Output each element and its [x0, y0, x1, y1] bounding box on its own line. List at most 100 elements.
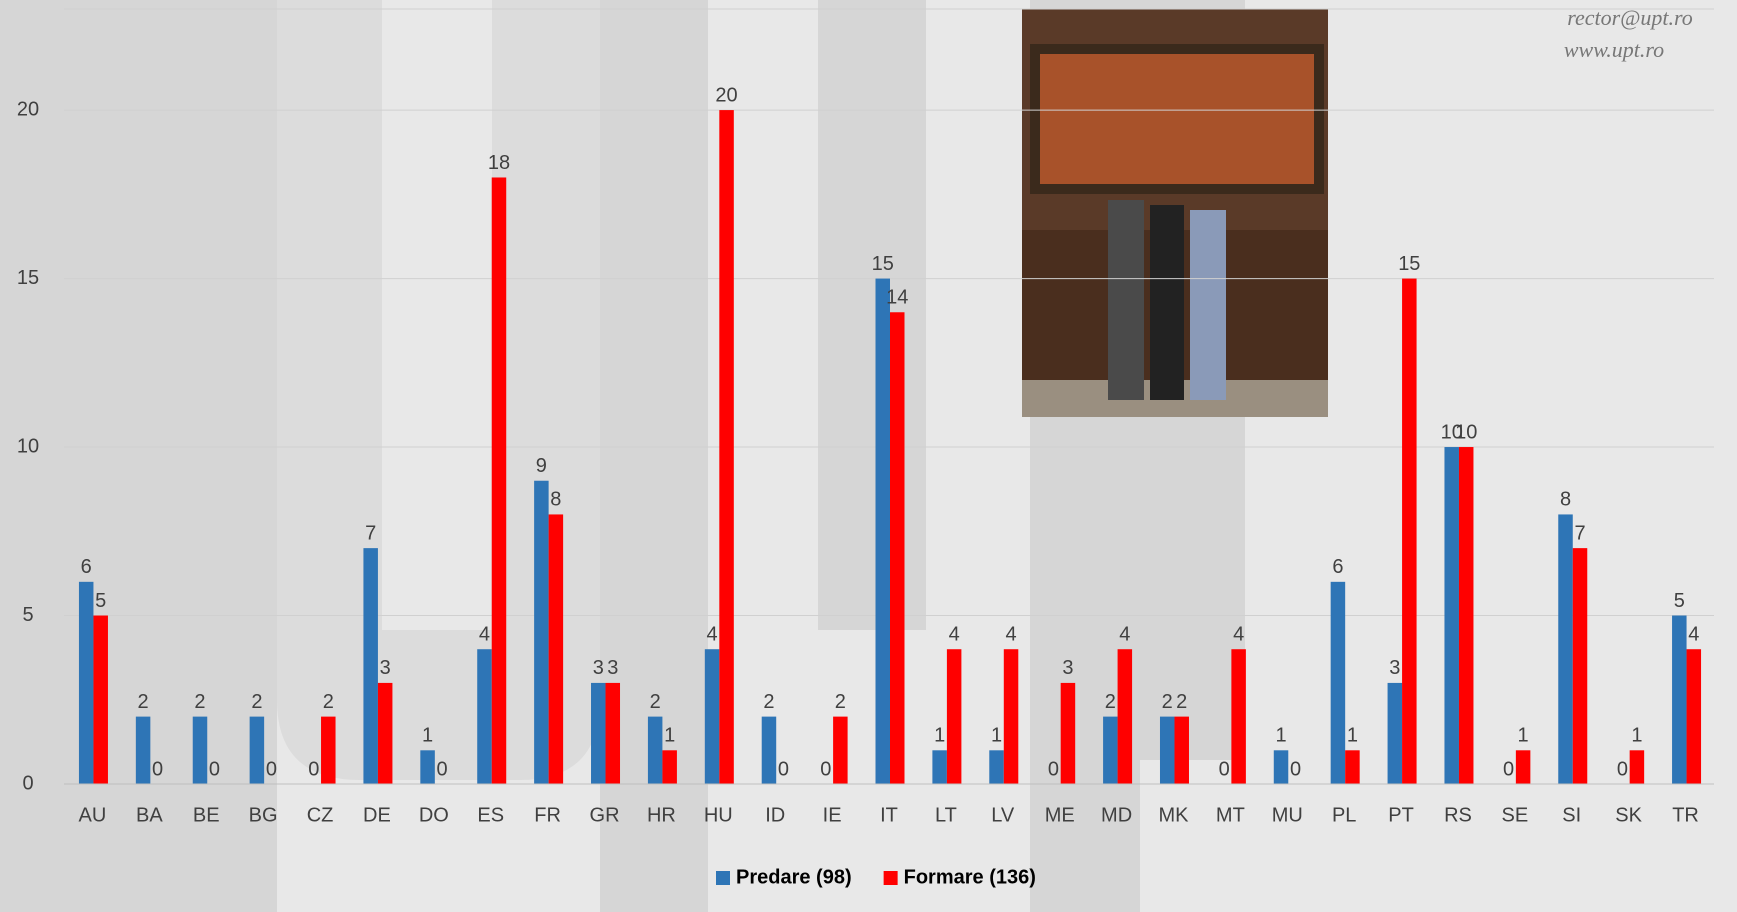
- y-tick-label: 15: [17, 267, 39, 289]
- x-tick-label: IE: [823, 804, 842, 826]
- y-tick-label: 0: [22, 772, 33, 794]
- value-label: 10: [1455, 421, 1477, 443]
- value-label: 3: [380, 657, 391, 679]
- bar: [1003, 649, 1019, 784]
- bar: [1174, 716, 1189, 784]
- x-tick-label: PT: [1388, 804, 1414, 826]
- bar: [1672, 615, 1687, 784]
- value-label: 4: [949, 623, 960, 645]
- bar: [1629, 750, 1645, 784]
- value-label: 8: [550, 489, 561, 511]
- value-label: 4: [1688, 623, 1699, 645]
- value-label: 15: [872, 253, 894, 275]
- value-label: 10: [1441, 421, 1463, 443]
- bar: [719, 110, 734, 784]
- bar: [1444, 447, 1459, 784]
- value-label: 2: [1176, 691, 1187, 713]
- x-tick-label: TR: [1672, 804, 1699, 826]
- x-tick-label: SK: [1615, 804, 1642, 826]
- bar: [78, 581, 94, 784]
- value-label: 0: [308, 758, 319, 780]
- contact-web: www.upt.ro: [1564, 37, 1664, 62]
- value-label: 1: [1518, 725, 1529, 747]
- value-label: 1: [991, 725, 1002, 747]
- value-label: 3: [1389, 657, 1400, 679]
- x-tick-label: MD: [1101, 804, 1132, 826]
- value-label: 1: [1347, 725, 1358, 747]
- bar: [534, 480, 549, 784]
- bar: [875, 278, 890, 784]
- bar: [605, 682, 621, 784]
- bar: [1387, 682, 1403, 784]
- bar: [1330, 581, 1346, 784]
- bar: [1231, 649, 1246, 784]
- bar: [377, 682, 393, 784]
- x-tick-label: PL: [1332, 804, 1356, 826]
- value-label: 3: [1062, 657, 1073, 679]
- value-label: 1: [1631, 725, 1642, 747]
- x-tick-label: BG: [249, 804, 278, 826]
- value-label: 2: [1162, 691, 1173, 713]
- value-label: 4: [1005, 623, 1016, 645]
- value-label: 2: [138, 691, 149, 713]
- x-tick-label: RS: [1444, 804, 1472, 826]
- value-label: 3: [593, 657, 604, 679]
- bar: [321, 716, 336, 784]
- bar: [761, 716, 777, 784]
- value-label: 2: [763, 691, 774, 713]
- bar: [1345, 750, 1360, 784]
- bar: [491, 177, 507, 784]
- value-label: 0: [152, 758, 163, 780]
- bar: [1402, 278, 1417, 784]
- bar: [591, 682, 606, 784]
- value-label: 0: [1048, 758, 1059, 780]
- value-label: 2: [194, 691, 205, 713]
- value-label: 5: [95, 590, 106, 612]
- bar: [1117, 649, 1133, 784]
- x-tick-label: MK: [1158, 804, 1189, 826]
- value-label: 18: [488, 152, 510, 174]
- value-label: 1: [422, 725, 433, 747]
- bar: [833, 716, 848, 784]
- bar: [1515, 750, 1531, 784]
- bar: [548, 514, 564, 784]
- x-tick-label: FR: [534, 804, 561, 826]
- value-label: 3: [607, 657, 618, 679]
- value-label: 0: [266, 758, 277, 780]
- bar: [704, 649, 720, 784]
- value-label: 0: [778, 758, 789, 780]
- x-tick-label: AU: [79, 804, 107, 826]
- y-tick-label: 20: [17, 98, 39, 120]
- value-label: 15: [1398, 253, 1420, 275]
- x-tick-label: SI: [1562, 804, 1581, 826]
- y-tick-label: 5: [22, 604, 33, 626]
- x-tick-label: ES: [477, 804, 504, 826]
- bar: [93, 615, 108, 784]
- value-label: 1: [664, 725, 675, 747]
- y-tick-label: 10: [17, 435, 39, 457]
- x-tick-label: ID: [765, 804, 785, 826]
- value-label: 1: [1275, 725, 1286, 747]
- bar: [1686, 649, 1702, 784]
- x-tick-label: MU: [1272, 804, 1303, 826]
- bar: [946, 649, 962, 784]
- bar: [989, 750, 1004, 784]
- bar: [1159, 716, 1175, 784]
- x-tick-label: HR: [647, 804, 676, 826]
- x-tick-label: IT: [880, 804, 898, 826]
- value-label: 0: [1617, 758, 1628, 780]
- value-label: 6: [1332, 556, 1343, 578]
- bar: [647, 716, 663, 784]
- value-label: 7: [1574, 522, 1585, 544]
- x-tick-label: DO: [419, 804, 449, 826]
- value-label: 2: [650, 691, 661, 713]
- legend-swatch: [716, 871, 730, 885]
- bar: [135, 716, 151, 784]
- value-label: 0: [1219, 758, 1230, 780]
- legend-text: Formare (136): [904, 866, 1036, 888]
- x-tick-label: ME: [1045, 804, 1075, 826]
- value-label: 4: [1119, 623, 1130, 645]
- x-tick-label: LT: [935, 804, 957, 826]
- value-label: 2: [323, 691, 334, 713]
